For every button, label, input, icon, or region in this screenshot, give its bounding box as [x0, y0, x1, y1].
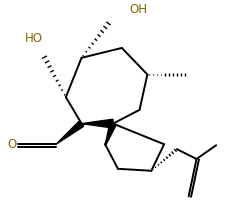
- Text: O: O: [7, 138, 16, 151]
- Polygon shape: [56, 121, 84, 144]
- Text: OH: OH: [130, 3, 148, 16]
- Text: HO: HO: [25, 32, 43, 45]
- Polygon shape: [81, 119, 113, 128]
- Polygon shape: [105, 122, 116, 146]
